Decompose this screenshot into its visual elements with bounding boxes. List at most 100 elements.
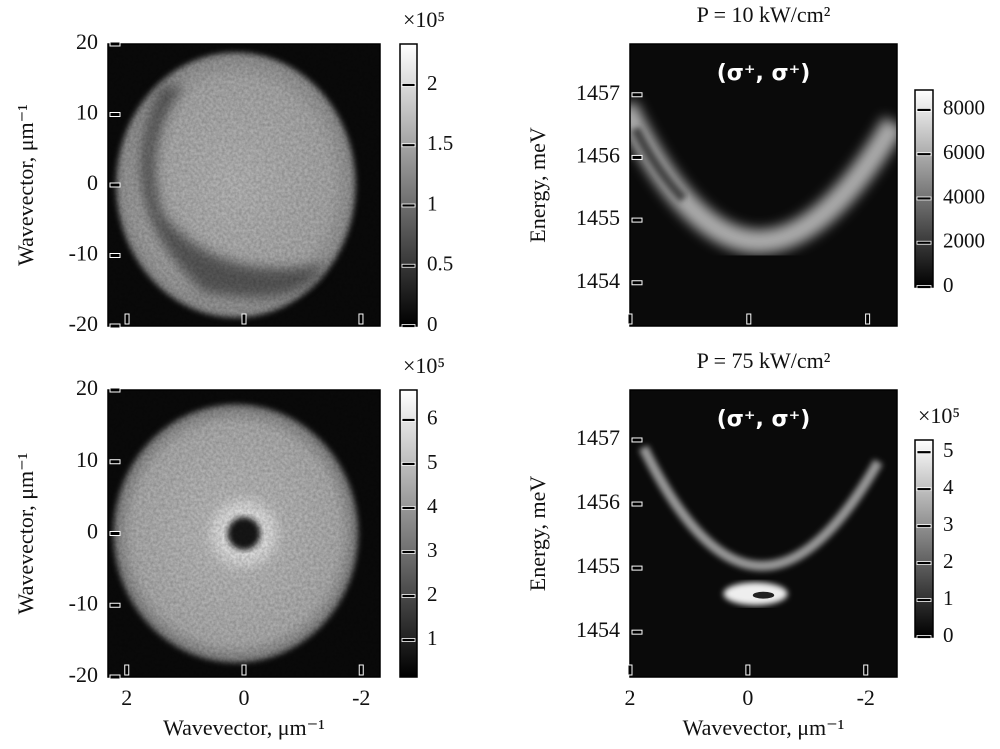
colorbar-tick	[916, 196, 932, 201]
colorbar-tick-label: 6	[427, 406, 438, 430]
panel-title: P = 75 kW/cm²	[697, 348, 831, 373]
colorbar-tick	[916, 152, 932, 157]
y-tick-label: 10	[76, 100, 98, 125]
x-tick	[865, 313, 871, 325]
x-tick	[863, 664, 869, 676]
y-tick	[109, 112, 121, 117]
colorbar-tick	[916, 635, 932, 639]
colorbar-tick-label: 8000	[943, 96, 985, 120]
x-axis-label: Wavevector, μm⁻¹	[163, 715, 325, 740]
colorbar-tick-label: 2	[427, 582, 438, 606]
y-axis-label: Energy, meV	[525, 127, 550, 243]
colorbar-tick	[401, 638, 416, 642]
y-tick	[631, 437, 643, 443]
x-tick-label: 2	[625, 685, 636, 710]
plot-area	[630, 390, 897, 677]
colorbar-tick	[916, 108, 932, 112]
colorbar-tick	[401, 550, 416, 554]
x-tick	[358, 664, 364, 676]
colorbar-tick	[401, 83, 416, 87]
y-tick	[631, 92, 643, 98]
colorbar-tick-label: 4	[943, 475, 954, 499]
colorbar-tick	[401, 263, 416, 268]
y-tick-label: 0	[87, 519, 98, 544]
colorbar-tick	[401, 594, 416, 598]
colorbar-tick	[916, 450, 932, 455]
plot-frame	[629, 389, 898, 678]
colorbar-tick	[401, 506, 416, 510]
x-tick	[124, 313, 130, 325]
colorbar-tick	[916, 487, 932, 492]
colorbar-tick-label: 2	[943, 549, 954, 573]
heatmap	[108, 44, 380, 326]
colorbar-tick	[401, 324, 416, 328]
colorbar-tick	[401, 462, 416, 466]
colorbar-tick-label: 1	[943, 586, 954, 610]
y-tick	[109, 323, 121, 329]
colorbar-tick	[916, 561, 932, 565]
y-tick	[631, 629, 643, 635]
colorbar-tick-label: 5	[427, 450, 438, 474]
plot-frame	[629, 43, 898, 327]
y-tick	[109, 531, 121, 536]
colorbar-tick	[401, 203, 416, 208]
y-tick	[631, 565, 643, 571]
y-tick-label: 1456	[576, 142, 620, 167]
y-tick-label: -10	[69, 590, 98, 615]
y-tick-label: 1454	[576, 268, 620, 293]
heatmap	[108, 390, 380, 677]
y-tick-label: 1456	[576, 489, 620, 514]
colorbar	[914, 439, 934, 638]
y-tick-label: 0	[87, 170, 98, 195]
dispersion-core	[630, 126, 688, 203]
x-tick-label: 0	[742, 685, 753, 710]
condensate-core	[752, 591, 775, 599]
colorbar-label: ×10⁵	[403, 353, 445, 378]
colorbar-tick-label: 1	[427, 626, 438, 650]
x-tick-label: 0	[239, 685, 250, 710]
colorbar-tick-label: 3	[427, 538, 438, 562]
colorbar-tick-label: 3	[943, 512, 954, 536]
colorbar-tick-label: 5	[943, 438, 954, 462]
y-tick-label: 1457	[576, 425, 620, 450]
y-tick-label: 20	[76, 375, 98, 400]
y-tick-label: 1454	[576, 617, 620, 642]
colorbar	[914, 89, 934, 288]
colorbar-tick-label: 0	[943, 623, 954, 647]
y-tick-label: 1457	[576, 80, 620, 105]
colorbar	[399, 389, 418, 678]
colorbar-tick	[401, 418, 416, 422]
colorbar-tick-label: 2	[427, 71, 438, 95]
y-tick-label: 1455	[576, 205, 620, 230]
colorbar-tick-label: 1.5	[427, 131, 453, 155]
y-tick-label: -10	[69, 241, 98, 266]
colorbar-tick	[401, 143, 416, 148]
y-tick	[109, 41, 121, 47]
y-tick	[109, 602, 121, 608]
colorbar-tick	[916, 285, 932, 289]
colorbar-label: ×10⁵	[918, 403, 960, 428]
y-tick-label: -20	[69, 662, 98, 687]
x-tick	[241, 664, 247, 676]
y-axis-label: Wavevector, μm⁻¹	[13, 453, 38, 615]
y-axis-label: Wavevector, μm⁻¹	[13, 104, 38, 266]
annotation: (σ⁺, σ⁺)	[717, 61, 811, 86]
colorbar-tick-label: 0.5	[427, 252, 453, 276]
colorbar-tick	[916, 598, 932, 602]
x-tick	[241, 313, 247, 325]
y-tick	[631, 280, 643, 286]
y-tick	[631, 154, 643, 160]
colorbar-tick	[916, 524, 932, 529]
colorbar-tick-label: 6000	[943, 140, 985, 164]
y-tick	[109, 674, 121, 680]
noise	[108, 44, 380, 326]
colorbar-tick	[916, 240, 932, 245]
heatmap	[638, 445, 883, 606]
y-tick	[109, 387, 121, 393]
x-tick	[627, 313, 633, 325]
colorbar-tick-label: 4000	[943, 184, 985, 208]
y-axis-label: Energy, meV	[525, 476, 550, 592]
colorbar-tick-label: 1	[427, 191, 438, 215]
x-tick-label: 2	[121, 685, 132, 710]
x-tick	[124, 664, 130, 676]
